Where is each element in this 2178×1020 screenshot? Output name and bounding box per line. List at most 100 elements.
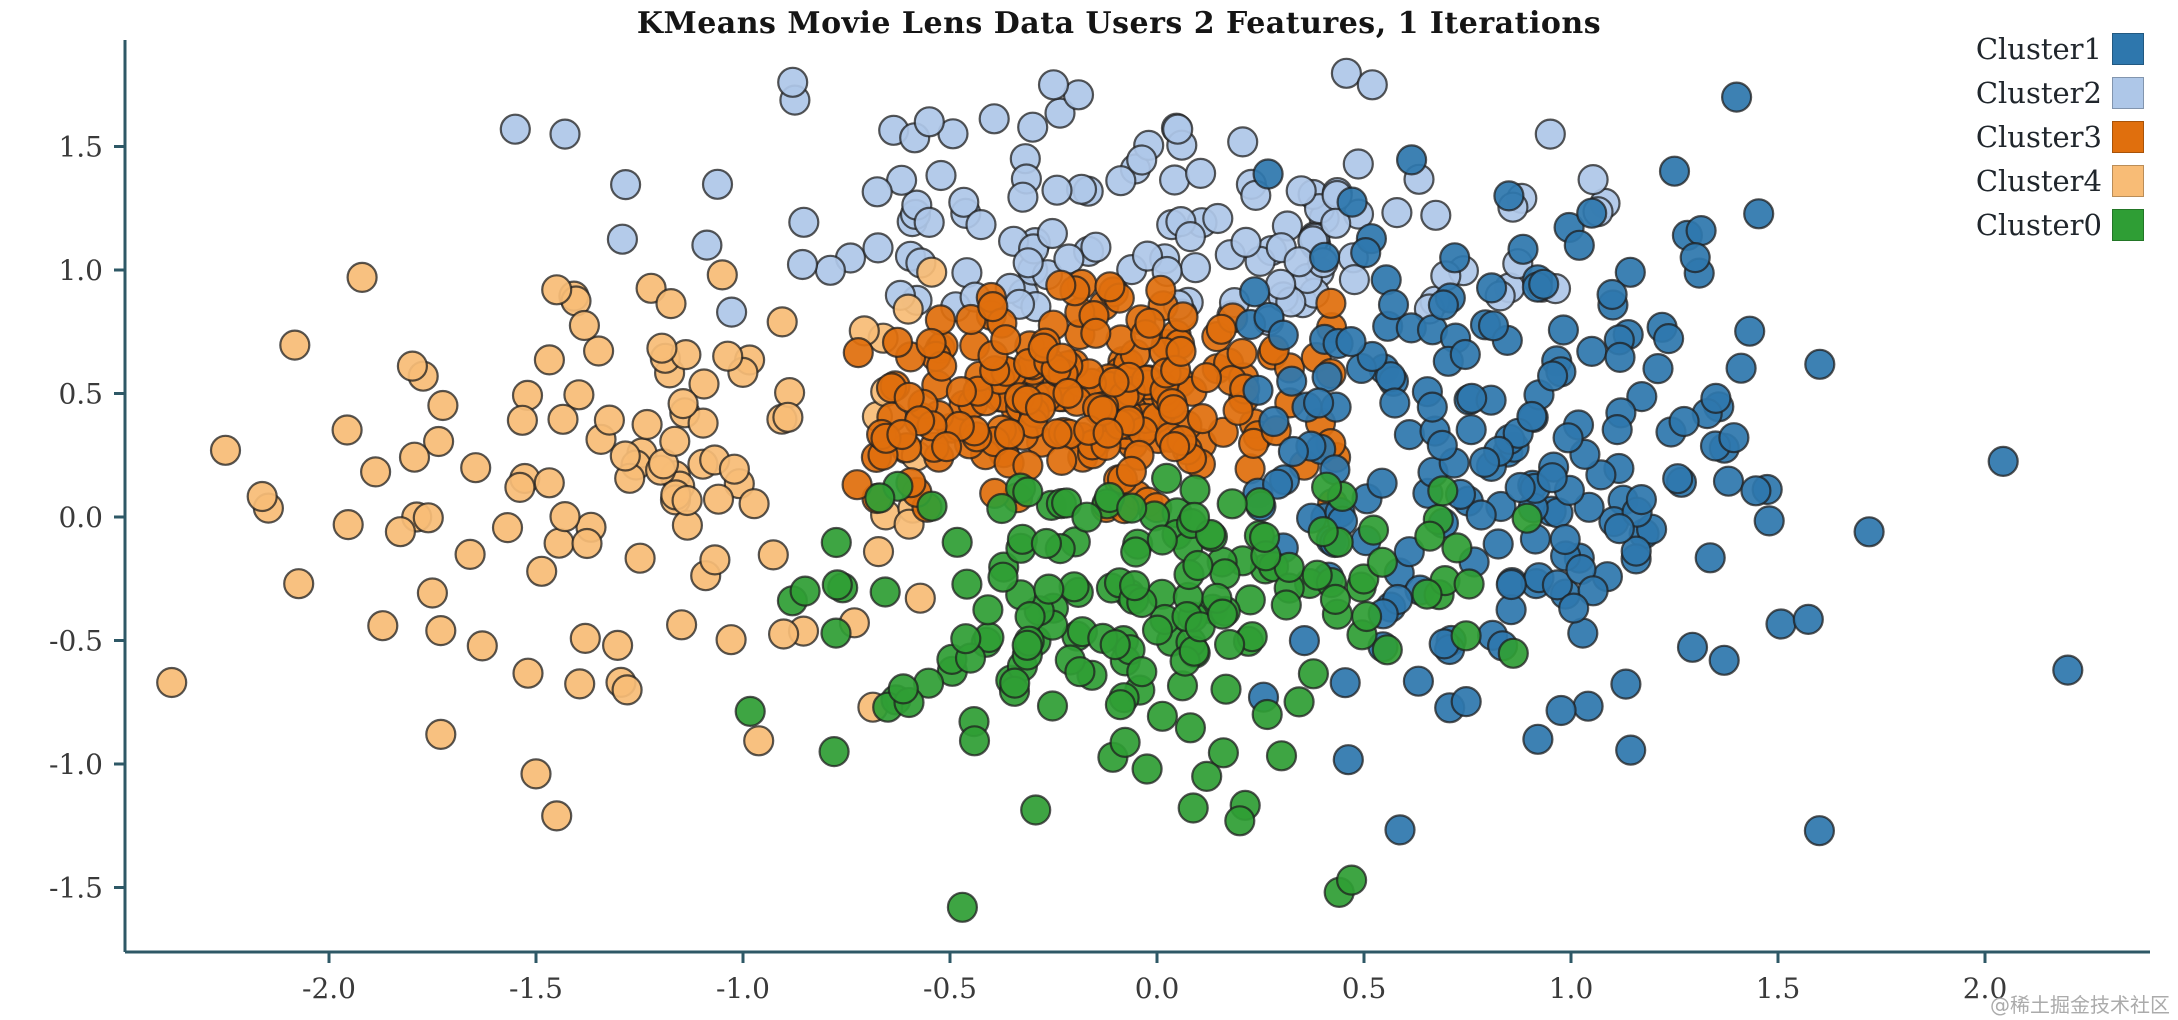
- data-point: [1308, 241, 1341, 273]
- data-point: [930, 431, 963, 463]
- data-point: [1545, 694, 1577, 727]
- data-point: [1402, 665, 1435, 697]
- data-point: [1475, 272, 1508, 304]
- data-point: [1319, 583, 1352, 616]
- data-point: [1477, 310, 1510, 342]
- axes: -2.0 -1.5 -1.0 -0.5 0.0 0.5 1.0 1.5 2.0 1.5 1.0 0.5…: [49, 40, 2150, 1005]
- data-point: [1310, 471, 1343, 503]
- data-point: [862, 535, 895, 568]
- data-point: [1465, 499, 1497, 531]
- data-point: [1620, 535, 1652, 567]
- data-point: [1381, 197, 1413, 229]
- data-point: [1357, 514, 1390, 546]
- data-point: [1270, 589, 1302, 621]
- legend-swatch: [2112, 208, 2144, 241]
- data-point: [1604, 341, 1636, 373]
- data-point: [1258, 405, 1290, 438]
- data-point: [1080, 317, 1112, 349]
- watermark-text: @稀土掘金技术社区: [1990, 993, 2170, 1017]
- data-point: [1230, 226, 1262, 258]
- data-point: [1104, 689, 1137, 721]
- data-point: [1222, 394, 1254, 426]
- data-point: [1577, 575, 1609, 607]
- data-point: [1338, 264, 1371, 296]
- data-point: [1572, 690, 1604, 722]
- data-point: [1658, 155, 1691, 187]
- data-point: [1007, 181, 1039, 213]
- data-point: [978, 103, 1010, 135]
- data-point: [1224, 805, 1256, 837]
- data-point: [671, 484, 703, 517]
- data-point: [659, 425, 691, 457]
- data-point: [541, 274, 573, 306]
- data-point: [881, 326, 914, 358]
- data-point: [1146, 524, 1178, 556]
- data-point: [1037, 69, 1070, 101]
- data-point: [571, 527, 603, 560]
- data-point: [1178, 501, 1211, 533]
- data-point: [1251, 698, 1283, 731]
- data-point: [1267, 319, 1299, 351]
- data-point: [718, 453, 751, 485]
- x-tick-label: 0.5: [1342, 972, 1387, 1005]
- data-point: [1330, 57, 1363, 89]
- data-point: [1315, 287, 1347, 319]
- data-point: [712, 340, 744, 372]
- data-point: [946, 891, 979, 923]
- data-point: [367, 610, 399, 642]
- data-point: [1549, 523, 1581, 556]
- data-point: [1676, 631, 1709, 663]
- data-point: [1450, 685, 1482, 718]
- data-point: [1679, 242, 1711, 274]
- data-point: [1614, 256, 1646, 288]
- data-point: [1507, 233, 1539, 265]
- data-point: [1601, 414, 1633, 446]
- data-point: [384, 516, 416, 548]
- data-point: [1033, 573, 1065, 605]
- data-point: [1226, 337, 1258, 370]
- data-point: [346, 261, 378, 293]
- data-point: [1179, 252, 1212, 284]
- data-point: [701, 168, 734, 200]
- data-point: [533, 467, 565, 499]
- data-point: [246, 480, 278, 513]
- cluster-points-cluster4: [156, 256, 948, 832]
- data-point: [1191, 760, 1223, 793]
- data-point: [533, 344, 566, 376]
- data-point: [1541, 569, 1574, 601]
- data-point: [706, 259, 738, 291]
- legend-item-cluster0: Cluster0: [1976, 206, 2144, 243]
- data-point: [520, 758, 552, 790]
- data-point: [1743, 198, 1775, 230]
- data-point: [611, 674, 643, 706]
- data-point: [1162, 113, 1194, 145]
- data-point: [1603, 512, 1635, 545]
- data-point: [904, 582, 936, 614]
- data-point: [1017, 111, 1049, 143]
- data-point: [999, 667, 1031, 699]
- data-point: [1020, 794, 1052, 826]
- data-point: [423, 425, 455, 458]
- legend-label: Cluster2: [1975, 75, 2102, 110]
- data-point: [1366, 546, 1399, 578]
- data-point: [887, 673, 919, 705]
- data-point: [1141, 614, 1174, 646]
- data-point: [279, 329, 311, 361]
- data-point: [568, 309, 601, 342]
- data-point: [842, 337, 874, 369]
- data-point: [1080, 231, 1112, 263]
- data-point: [1504, 471, 1536, 504]
- legend-item-cluster3: Cluster3: [1976, 118, 2144, 155]
- data-point: [1277, 435, 1310, 468]
- data-point: [734, 695, 766, 728]
- data-point: [977, 291, 1009, 323]
- legend-item-cluster4: Cluster4: [1976, 162, 2144, 199]
- data-point: [1285, 175, 1317, 207]
- x-tick-label: -1.5: [509, 972, 563, 1005]
- data-point: [631, 408, 663, 441]
- data-point: [156, 666, 188, 699]
- data-point: [331, 414, 363, 446]
- data-point: [425, 718, 457, 751]
- data-point: [396, 350, 428, 382]
- data-point: [892, 293, 924, 325]
